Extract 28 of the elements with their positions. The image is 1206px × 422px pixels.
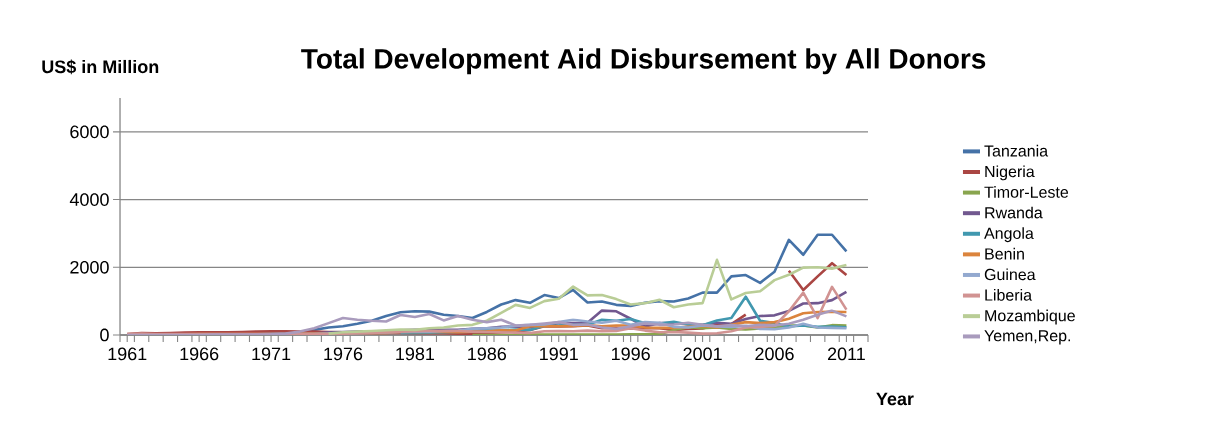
x-tick-label: 1961: [108, 347, 147, 361]
x-tick-label: 1981: [396, 347, 435, 361]
x-axis-title: Year: [876, 392, 914, 406]
x-tick-label: 1971: [252, 347, 291, 361]
legend-label: Timor-Leste: [984, 186, 1069, 198]
y-axis-title: US$ in Million: [42, 59, 159, 75]
legend-label: Rwanda: [985, 206, 1043, 219]
x-tick-label: 1966: [180, 347, 219, 361]
x-tick-label: 1996: [612, 347, 650, 361]
chart-title: Total Development Aid Disbursement by All Donors: [301, 48, 986, 75]
x-tick-label: 1986: [468, 347, 507, 361]
x-tick-label: 2001: [683, 347, 722, 361]
x-tick-label: 1976: [324, 347, 363, 361]
legend-label: Yemen,Rep.: [984, 330, 1071, 345]
x-tick-label: 2011: [827, 347, 865, 361]
y-tick-label: 4000: [69, 193, 109, 206]
legend-label: Nigeria: [985, 165, 1035, 181]
legend-label: Guinea: [984, 268, 1036, 281]
y-tick-label: 0: [100, 328, 109, 342]
legend-label: Benin: [985, 247, 1024, 260]
x-tick-label: 2006: [755, 347, 794, 361]
y-tick-label: 6000: [70, 125, 109, 139]
legend-label: Liberia: [985, 289, 1033, 301]
x-tick-label: 1991: [540, 347, 578, 361]
legend-label: Angola: [984, 227, 1034, 243]
legend-label: Mozambique: [985, 309, 1075, 325]
legend-label: Tanzania: [984, 144, 1049, 157]
y-tick-label: 2000: [70, 260, 109, 274]
